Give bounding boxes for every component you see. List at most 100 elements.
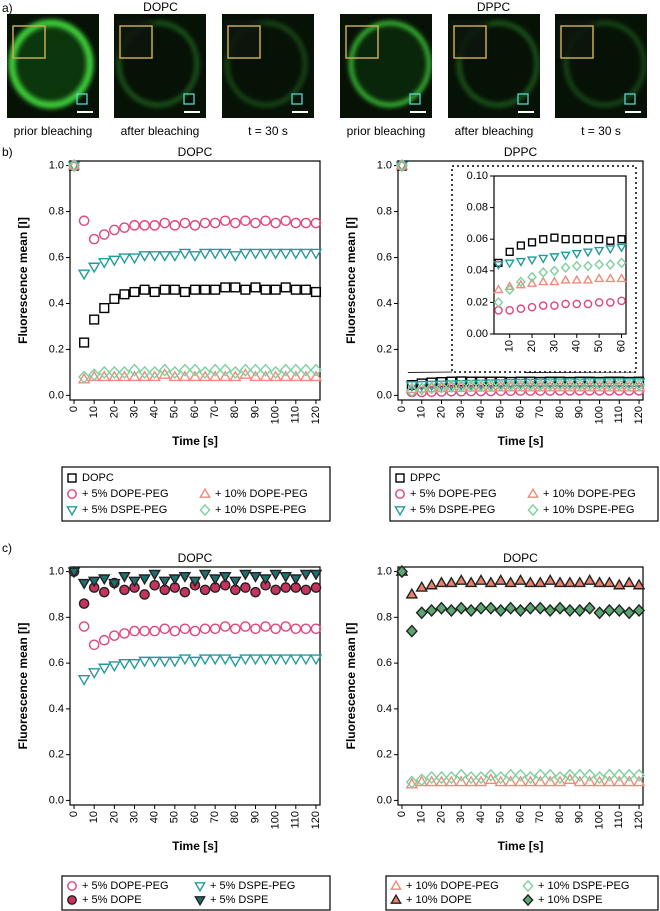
marker	[616, 243, 627, 253]
marker	[77, 578, 91, 590]
x-tick-label: 40	[475, 406, 487, 418]
marker	[158, 363, 171, 377]
x-tick-label: 10	[88, 406, 100, 418]
marker	[189, 220, 201, 231]
marker	[119, 289, 130, 300]
image-caption: prior bleaching	[347, 124, 426, 138]
marker	[149, 220, 160, 231]
marker	[279, 248, 292, 260]
x-axis-label: Time [s]	[172, 839, 218, 853]
marker	[606, 298, 615, 307]
marker	[67, 567, 81, 579]
marker	[188, 251, 202, 262]
marker	[269, 569, 282, 581]
marker	[455, 379, 468, 393]
marker	[534, 768, 547, 782]
marker	[279, 370, 292, 382]
marker	[188, 656, 202, 668]
marker	[178, 370, 192, 382]
vesicle-interior	[13, 24, 89, 104]
marker	[538, 276, 549, 286]
x-tick-label: 70	[534, 811, 546, 823]
marker	[573, 378, 586, 392]
marker	[108, 255, 121, 267]
x-tick-label: 60	[189, 406, 201, 418]
marker	[129, 625, 140, 637]
y-tick-label: 0.2	[49, 343, 64, 355]
marker	[240, 582, 251, 593]
chart-title: DOPC	[178, 551, 213, 565]
marker	[582, 274, 594, 284]
marker	[544, 603, 557, 618]
marker	[118, 572, 131, 583]
x-tick-label: 120	[633, 811, 645, 829]
reference-box	[76, 93, 88, 105]
marker	[189, 625, 201, 637]
marker	[178, 363, 191, 377]
x-tick-label: 40	[149, 811, 161, 823]
marker	[98, 229, 110, 240]
legend-marker	[522, 893, 534, 907]
marker	[633, 378, 646, 392]
marker	[593, 576, 606, 588]
marker	[108, 578, 121, 590]
marker	[128, 658, 141, 670]
marker	[78, 370, 91, 384]
roi-box	[227, 25, 261, 59]
x-axis-label: Time [s]	[498, 839, 544, 853]
legend-label: + 5% DSPE	[210, 894, 268, 906]
marker	[538, 254, 549, 264]
marker	[118, 253, 131, 265]
legend-label: + 5% DSPE-PEG	[410, 504, 495, 516]
marker	[188, 370, 202, 382]
x-tick-label: 20	[108, 811, 120, 823]
marker	[128, 253, 141, 265]
y-tick-label: 0.6	[49, 657, 64, 669]
y-tick-label: 0.02	[467, 296, 488, 308]
legend-label: + 10% DSPE	[538, 894, 603, 906]
marker	[435, 380, 448, 394]
marker	[108, 661, 121, 673]
marker	[300, 284, 311, 295]
marker	[583, 768, 596, 782]
legend-box	[385, 875, 659, 911]
marker	[425, 381, 438, 395]
marker	[209, 217, 221, 229]
marker	[494, 603, 507, 618]
marker	[526, 277, 538, 287]
marker	[279, 572, 292, 583]
marker	[229, 576, 242, 588]
marker	[188, 576, 202, 588]
legend-label: + 10% DSPE-PEG	[215, 504, 306, 516]
y-tick-label: 0.0	[377, 389, 392, 401]
marker	[168, 365, 181, 379]
x-tick-label: 100	[270, 406, 282, 424]
marker	[98, 257, 111, 269]
marker	[300, 217, 312, 229]
y-tick-label: 0.6	[49, 251, 64, 263]
marker	[259, 363, 272, 377]
marker	[159, 284, 170, 295]
marker	[613, 775, 626, 787]
x-tick-label: 60	[189, 811, 201, 823]
y-tick-label: 0.0	[49, 389, 64, 401]
marker	[67, 158, 81, 170]
legend-marker	[527, 487, 539, 498]
x-tick-label: 20	[435, 406, 447, 418]
marker	[395, 161, 409, 173]
marker	[514, 768, 527, 782]
marker	[218, 370, 232, 382]
marker	[280, 215, 292, 227]
marker	[109, 630, 120, 641]
marker	[220, 282, 231, 293]
reference-box	[291, 93, 303, 105]
micrograph	[555, 14, 647, 118]
marker	[290, 284, 301, 295]
marker	[538, 301, 548, 310]
marker	[445, 770, 458, 785]
y-axis-label: Fluorescence mean [I]	[344, 217, 358, 344]
marker	[178, 572, 192, 583]
y-tick-label: 0.06	[467, 233, 488, 245]
marker	[199, 217, 211, 229]
marker	[425, 381, 438, 393]
